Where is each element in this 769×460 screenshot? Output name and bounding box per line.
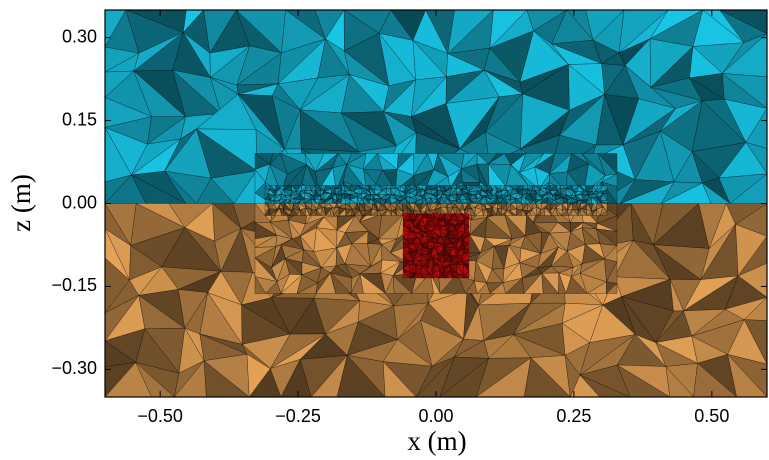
y-tick-label: −0.30 [51, 358, 97, 378]
chart: −0.50 −0.25 0.00 0.25 0.50 −0.30 −0.15 0.00 0.15… [0, 0, 769, 460]
x-tick-label: −0.25 [275, 406, 321, 426]
region-mesh [403, 213, 469, 278]
y-tick-label: −0.15 [51, 275, 97, 295]
y-tick-label: 0.30 [62, 26, 97, 46]
x-tick-label: 0.00 [418, 406, 453, 426]
x-axis-label: x (m) [407, 426, 466, 456]
x-tick-label: 0.25 [556, 406, 591, 426]
y-axis-label: z (m) [6, 174, 36, 232]
x-tick-label: −0.50 [137, 406, 183, 426]
x-tick-label: 0.50 [694, 406, 729, 426]
y-tick-label: 0.00 [62, 192, 97, 212]
y-tick-label: 0.15 [62, 109, 97, 129]
region-mesh [105, 10, 767, 204]
plot-area [105, 10, 767, 397]
